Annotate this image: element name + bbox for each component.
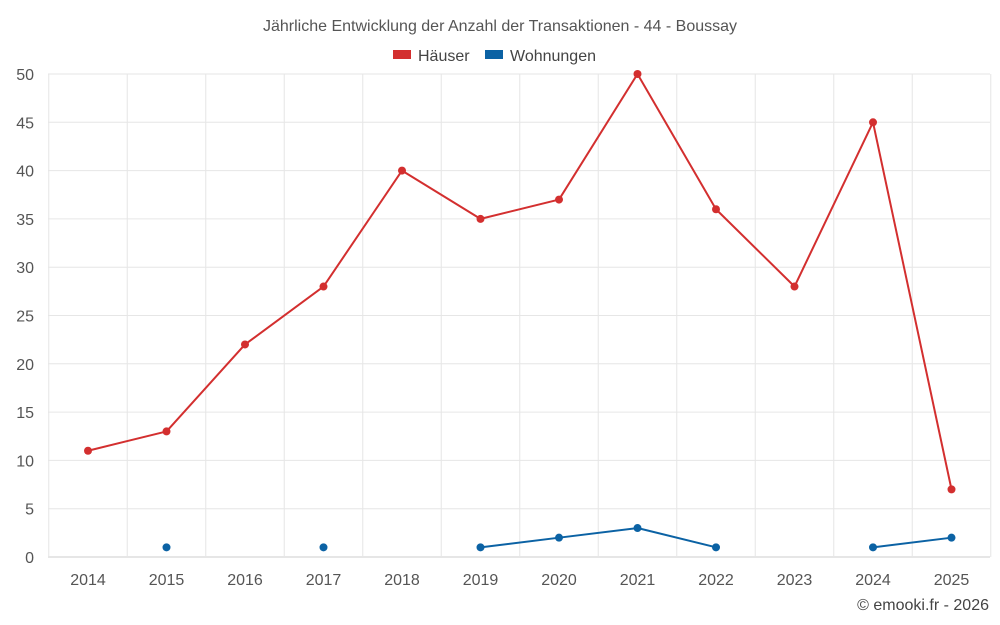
chart-title: Jährliche Entwicklung der Anzahl der Tra… [263, 18, 737, 35]
data-point [162, 543, 171, 552]
y-tick-label: 35 [16, 212, 34, 229]
gridlines [48, 73, 992, 558]
data-point [476, 543, 485, 552]
y-tick-label: 20 [16, 357, 34, 374]
x-tick-label: 2018 [384, 572, 420, 589]
y-tick-label: 45 [16, 115, 34, 132]
data-point [162, 427, 171, 436]
y-tick-label: 0 [25, 550, 34, 567]
x-tick-label: 2025 [934, 572, 970, 589]
data-point [555, 195, 563, 204]
y-tick-label: 50 [16, 67, 34, 84]
data-point [319, 543, 328, 552]
credit-text: © emooki.fr - 2026 [857, 597, 989, 614]
legend-swatch-haeuser [393, 50, 411, 59]
legend-swatch-wohnungen [485, 50, 503, 59]
data-point [712, 205, 720, 214]
data-point [555, 533, 563, 542]
data-point [633, 70, 642, 78]
x-tick-label: 2016 [227, 572, 263, 589]
series [84, 70, 956, 552]
x-axis-ticks: 2014 2015 2016 2017 2018 2019 2020 2021 2022 2023… [70, 572, 969, 589]
data-point [319, 282, 328, 291]
legend-label-wohnungen: Wohnungen [510, 48, 596, 65]
data-point [869, 543, 877, 552]
y-tick-label: 15 [16, 405, 34, 422]
x-tick-label: 2014 [70, 572, 106, 589]
y-tick-label: 25 [16, 309, 34, 326]
series-1 [162, 524, 956, 552]
x-tick-label: 2021 [620, 572, 656, 589]
legend-label-haeuser: Häuser [418, 48, 470, 65]
y-tick-label: 10 [16, 453, 34, 470]
x-tick-label: 2015 [149, 572, 185, 589]
x-tick-label: 2019 [463, 572, 499, 589]
data-point [476, 214, 485, 223]
data-point [633, 524, 642, 533]
y-tick-label: 5 [25, 502, 34, 519]
x-tick-label: 2017 [306, 572, 342, 589]
series-line [872, 536, 952, 549]
y-axis-ticks: 0 5 10 15 20 25 30 35 40 45 50 [16, 67, 34, 567]
y-tick-label: 40 [16, 164, 34, 181]
data-point [398, 166, 406, 175]
x-tick-label: 2023 [777, 572, 813, 589]
data-point [869, 118, 877, 127]
data-point [947, 533, 956, 542]
data-point [947, 485, 956, 494]
legend: Häuser Wohnungen [393, 48, 596, 65]
series-0 [84, 70, 956, 494]
x-tick-label: 2022 [698, 572, 734, 589]
data-point [84, 446, 92, 455]
data-point [790, 282, 799, 291]
series-line [87, 73, 953, 490]
x-tick-label: 2024 [855, 572, 891, 589]
y-tick-label: 30 [16, 260, 34, 277]
x-tick-label: 2020 [541, 572, 577, 589]
data-point [241, 340, 249, 349]
series-line [480, 527, 717, 549]
data-point [712, 543, 720, 552]
